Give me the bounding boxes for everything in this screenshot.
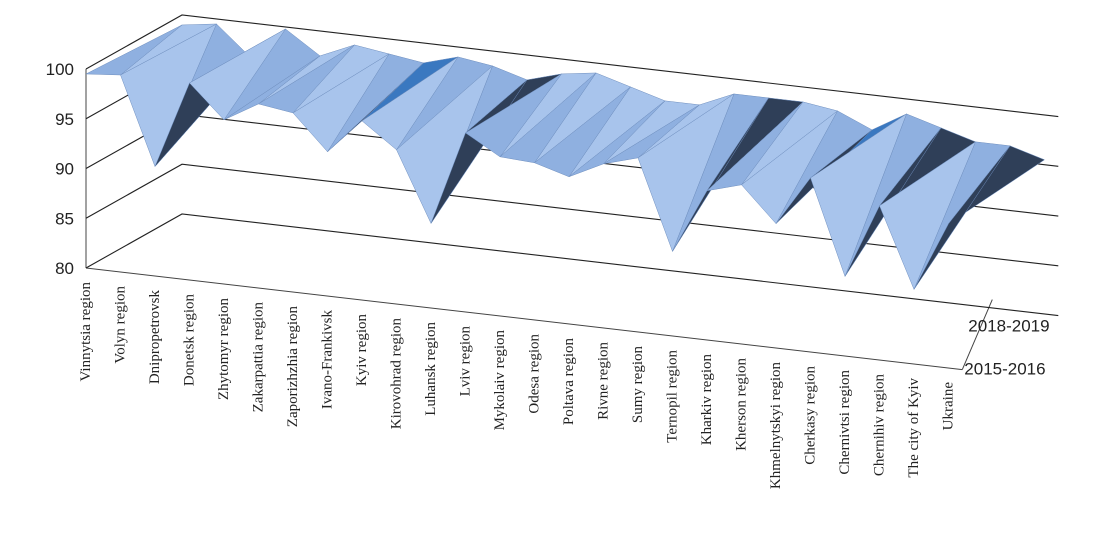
surface-facet — [913, 145, 1011, 290]
category-label: Chernivtsi region — [837, 370, 853, 475]
x-axis-line — [85, 267, 963, 371]
category-label: Rivne region — [596, 342, 612, 420]
surface-facet — [465, 73, 562, 158]
category-label: Zakarpattia region — [251, 302, 267, 413]
depth-axis-labels: 2015-2016 2018-2019 — [964, 317, 1049, 379]
category-label: Sumy region — [630, 346, 646, 424]
y-tick-label: 85 — [55, 209, 74, 228]
category-axis-labels: Vinnytsia region Volyn region Dnipropetrov… — [78, 282, 957, 490]
surface-facet — [85, 24, 183, 76]
surface-facet — [879, 141, 976, 290]
y-axis-ticks: 80 85 90 95 100 — [46, 60, 74, 278]
y-tick-label: 90 — [55, 160, 74, 179]
category-label: Cherkasy region — [803, 366, 819, 465]
category-label: Ukraine — [941, 382, 957, 431]
surface-facet — [361, 56, 459, 151]
category-label: Luhansk region — [423, 322, 439, 416]
surface-facet — [603, 104, 700, 165]
surface-facet — [189, 28, 286, 121]
surface-facet — [568, 100, 666, 177]
surface-facet — [741, 110, 838, 224]
y-tick-label: 80 — [55, 259, 74, 278]
category-label: Zhytomyr region — [216, 298, 232, 401]
category-label: Mykolaiv region — [492, 330, 508, 431]
category-label: Zaporizhzhia region — [285, 306, 301, 428]
category-label: Khmelnytskyi region — [768, 362, 784, 490]
category-label: Odesa region — [527, 334, 543, 414]
y-tick-label: 100 — [46, 60, 74, 79]
surface-facet — [223, 55, 321, 121]
surface-facet — [499, 72, 597, 164]
category-label: Kirovohrad region — [389, 318, 405, 430]
surface-facet — [706, 101, 804, 191]
surface-facet — [672, 97, 769, 252]
category-label: Lviv region — [458, 326, 474, 397]
depth-axis-line — [961, 299, 993, 370]
category-label: The city of Kyiv — [906, 378, 922, 478]
surface-facet — [810, 113, 907, 277]
gridline — [85, 163, 1059, 267]
category-label: Kyiv region — [354, 314, 370, 387]
category-label: Donetsk region — [182, 294, 198, 387]
gridline — [85, 213, 1059, 317]
surface-facet — [258, 44, 355, 114]
category-label: Chernihiv region — [872, 374, 888, 477]
surface-plot — [85, 23, 1045, 290]
y-tick-label: 95 — [55, 110, 74, 129]
category-label: Ternopil region — [665, 350, 681, 443]
category-label: Ivano-Frankivsk — [320, 310, 336, 410]
depth-label: 2015-2016 — [964, 360, 1045, 379]
surface-facet — [292, 53, 390, 152]
depth-label: 2018-2019 — [968, 317, 1049, 336]
category-label: Poltava region — [561, 338, 577, 426]
category-label: Vinnytsia region — [78, 282, 94, 382]
category-label: Kharkiv region — [699, 354, 715, 446]
gridline — [85, 14, 1059, 118]
category-label: Volyn region — [113, 286, 129, 364]
category-label: Dnipropetrovsk — [147, 290, 163, 385]
surface-facet — [534, 86, 631, 177]
surface-facet — [637, 93, 735, 252]
category-label: Kherson region — [734, 358, 750, 451]
surface-facet — [327, 62, 424, 152]
